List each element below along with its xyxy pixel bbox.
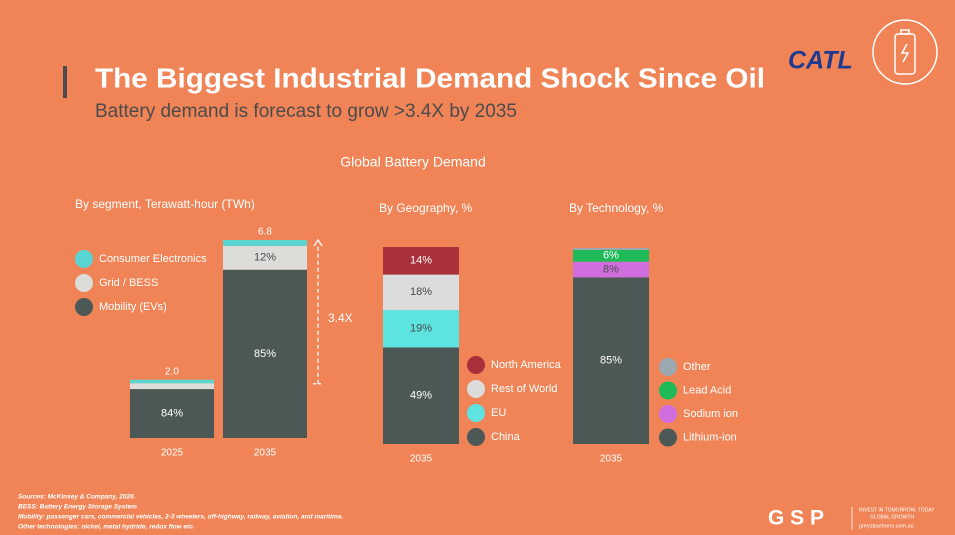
data-label: 85% xyxy=(600,355,622,367)
chart-title: By Technology, % xyxy=(569,201,664,215)
legend-swatch xyxy=(467,356,485,374)
bar-segment xyxy=(223,269,307,438)
legend-label: Mobility (EVs) xyxy=(99,301,167,313)
bar-segment xyxy=(573,261,649,278)
chart-title: By Geography, % xyxy=(379,201,472,215)
x-tick-label: 2035 xyxy=(600,454,623,465)
source-line: BESS: Battery Energy Storage System xyxy=(18,504,137,511)
annotation: 3.4X xyxy=(328,311,353,325)
legend-swatch xyxy=(659,428,677,447)
legend-swatch xyxy=(467,428,485,446)
bar-segment xyxy=(573,249,649,262)
legend-swatch xyxy=(75,274,93,292)
sources: Sources: McKinsey & Company, 2026. BESS:… xyxy=(18,494,343,531)
brand: G S P xyxy=(768,507,824,530)
bar-segment xyxy=(573,248,649,250)
x-tick-label: 2035 xyxy=(410,454,433,465)
legend-label: Grid / BESS xyxy=(99,277,158,289)
tagline: INVEST IN TOMORROW, TODAY xyxy=(859,507,935,513)
legend-label: China xyxy=(491,431,521,443)
section-title: Global Battery Demand xyxy=(340,154,486,170)
subtitle: Battery demand is forecast to grow >3.4X… xyxy=(95,101,517,122)
source-line: Mobility: passenger cars, commercial veh… xyxy=(18,514,343,521)
total-label: 6.8 xyxy=(258,227,272,238)
legend-label: Other xyxy=(683,361,711,373)
bar-segment xyxy=(383,310,459,348)
battery-icon xyxy=(872,19,938,85)
legend-label: Lead Acid xyxy=(683,384,731,396)
bar-segment xyxy=(383,347,459,444)
total-label: 2.0 xyxy=(165,366,179,377)
legend-swatch xyxy=(659,405,677,423)
data-label: 8% xyxy=(603,263,619,275)
chart-title: By segment, Terawatt-hour (TWh) xyxy=(75,197,255,211)
legend-label: Sodium ion xyxy=(683,408,738,420)
data-label: 18% xyxy=(410,286,432,298)
bar-segment xyxy=(223,240,307,246)
legend-swatch xyxy=(75,298,93,316)
legend-label: Consumer Electronics xyxy=(99,253,207,265)
growth-arrow-head xyxy=(313,238,323,247)
legend-swatch xyxy=(659,381,677,400)
bar-segment xyxy=(573,277,649,444)
bar-segment xyxy=(130,389,214,438)
bar-segment xyxy=(130,379,214,384)
data-label: 49% xyxy=(410,390,432,402)
legend-label: EU xyxy=(491,407,506,419)
tagline: GLOBAL GROWTH xyxy=(870,514,914,520)
logo: CATL xyxy=(788,47,853,75)
legend-swatch xyxy=(659,358,677,376)
legend-label: North America xyxy=(491,359,562,371)
legend-label: Rest of World xyxy=(491,383,557,395)
source-line: Sources: McKinsey & Company, 2026. xyxy=(18,494,136,501)
title-accent xyxy=(63,66,67,98)
title: The Biggest Industrial Demand Shock Sinc… xyxy=(95,62,765,93)
bar-segment xyxy=(383,247,459,275)
legend-label: Lithium-ion xyxy=(683,431,737,443)
data-label: 85% xyxy=(254,348,276,360)
data-label: 12% xyxy=(254,252,276,264)
legend-swatch xyxy=(75,250,93,268)
legend-swatch xyxy=(467,380,485,398)
data-label: 6% xyxy=(603,250,619,262)
data-label: 84% xyxy=(161,407,183,419)
bar-segment xyxy=(130,383,214,390)
url: greystpartners.com.au xyxy=(859,523,914,529)
legend-swatch xyxy=(467,404,485,422)
x-tick-label: 2035 xyxy=(254,448,277,459)
data-label: 14% xyxy=(410,255,432,267)
bar-segment xyxy=(383,274,459,311)
x-tick-label: 2025 xyxy=(161,448,184,459)
bar-segment xyxy=(223,245,307,270)
source-line: Other technologies: nickel, metal hydrid… xyxy=(18,524,195,531)
data-label: 19% xyxy=(410,323,432,335)
